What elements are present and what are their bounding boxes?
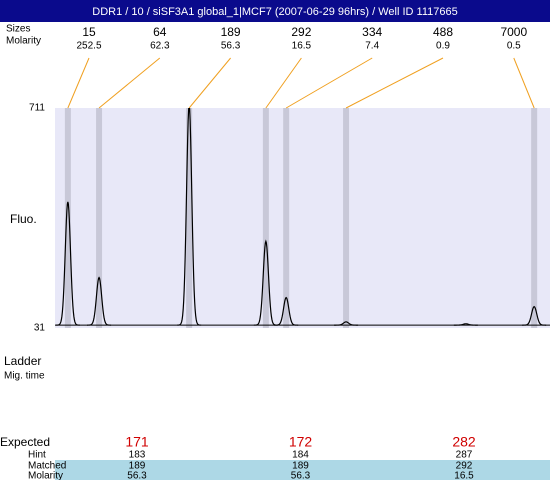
ladder-band <box>64 108 71 328</box>
molarity-label: Molarity <box>6 36 41 47</box>
peak <box>453 323 478 326</box>
ladder-molarity: 7.4 <box>365 41 379 52</box>
ladder-label: Ladder <box>4 354 41 368</box>
title-bar <box>0 0 550 22</box>
sizes-label: Sizes <box>6 24 30 35</box>
connector <box>513 57 535 109</box>
y-tick-label: 31 <box>34 323 46 334</box>
result-cell: 56.3 <box>127 471 147 480</box>
ladder-molarity: 16.5 <box>292 41 312 52</box>
ladder-molarity: 56.3 <box>221 41 241 52</box>
result-cell: 183 <box>129 450 146 461</box>
ladder-band <box>343 108 350 328</box>
peak <box>87 276 112 326</box>
peak <box>177 108 202 326</box>
row-label: Hint <box>28 450 46 461</box>
y-tick-label: 711 <box>29 103 45 114</box>
connector <box>345 57 444 109</box>
ladder-band <box>531 108 538 328</box>
result-cell: 287 <box>456 450 473 461</box>
ladder-size: 334 <box>362 25 382 39</box>
plot-area <box>55 108 550 328</box>
result-cell: 16.5 <box>454 471 474 480</box>
result-cell: 184 <box>292 450 309 461</box>
peak <box>522 305 547 326</box>
ladder-size: 15 <box>82 25 96 39</box>
ladder-molarity: 0.9 <box>436 41 450 52</box>
connector <box>285 57 373 109</box>
result-cell: 292 <box>456 461 473 472</box>
result-cell: 171 <box>125 434 149 450</box>
row-label: Matched <box>28 461 66 472</box>
result-cell: 189 <box>129 461 146 472</box>
row-label: Expected <box>0 435 50 449</box>
title: DDR1 / 10 / siSF3A1 global_1|MCF7 (2007-… <box>92 6 457 18</box>
result-cell: 56.3 <box>291 471 311 480</box>
peak <box>253 239 278 326</box>
connector <box>98 57 161 109</box>
ladder-size: 7000 <box>500 25 527 39</box>
row-label: Molarity <box>28 471 63 480</box>
ladder-size: 189 <box>221 25 241 39</box>
y-label: Fluo. <box>10 212 37 226</box>
trace <box>55 108 550 326</box>
ladder-molarity: 252.5 <box>76 41 101 52</box>
ladder-band <box>96 108 103 328</box>
mig-label: Mig. time <box>4 371 45 382</box>
ladder-band <box>262 108 269 328</box>
result-cell: 282 <box>452 434 476 450</box>
peak <box>274 296 299 326</box>
ladder-size: 488 <box>433 25 453 39</box>
connector <box>265 57 302 109</box>
ladder-band <box>186 108 193 328</box>
ladder-size: 292 <box>291 25 311 39</box>
result-cell: 172 <box>289 434 313 450</box>
matched-bg <box>55 460 550 480</box>
ladder-molarity: 0.5 <box>507 41 521 52</box>
ladder-molarity: 62.3 <box>150 41 170 52</box>
connector <box>67 57 90 109</box>
peak <box>55 201 80 326</box>
peak <box>334 321 359 326</box>
result-cell: 189 <box>292 461 309 472</box>
ladder-size: 64 <box>153 25 167 39</box>
connector <box>188 57 231 109</box>
ladder-band <box>283 108 290 328</box>
